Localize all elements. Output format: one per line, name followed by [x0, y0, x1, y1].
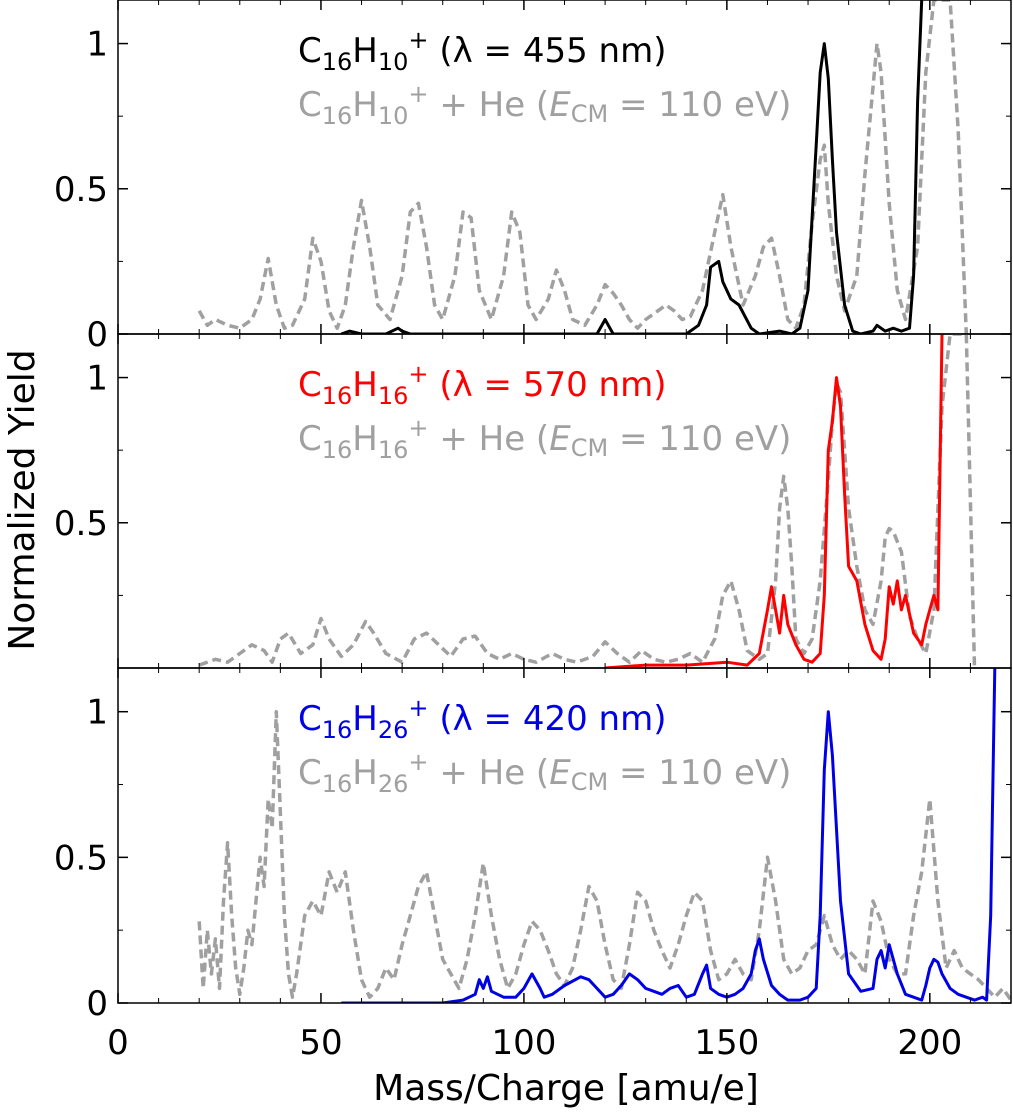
x-tick-label: 150 — [694, 1023, 759, 1063]
legend-entry-collision: C16H10+ + He (ECM = 110 eV) — [298, 80, 791, 130]
y-axis-label: Normalized Yield — [2, 349, 43, 650]
x-tick-label: 50 — [299, 1023, 342, 1063]
y-tick-label: 0.5 — [54, 838, 108, 878]
series-line-photo — [604, 334, 944, 668]
y-tick-label: 0 — [86, 315, 108, 355]
x-tick-label: 100 — [491, 1023, 556, 1063]
panel-top: 0 0.5 1 C16H10+ (λ = 455 nm)C16H10+ + He (E… — [54, 0, 1012, 355]
legend-entry-collision: C16H16+ + He (ECM = 110 eV) — [298, 414, 791, 464]
series-line-collision — [197, 709, 1011, 1002]
legend-entry-photo: C16H16+ (λ = 570 nm) — [298, 360, 666, 410]
panel-bottom: 0 0.5 1 C16H26+ (λ = 420 nm)C16H26+ + He (E… — [54, 667, 1012, 1024]
y-tick-label: 1 — [86, 25, 108, 65]
x-tick-label: 0 — [107, 1023, 129, 1063]
legend-entry-collision: C16H26+ + He (ECM = 110 eV) — [298, 748, 791, 798]
y-tick-label: 0.5 — [54, 504, 108, 544]
x-axis-label: Mass/Charge [amu/e] — [373, 1068, 759, 1109]
y-tick-label: 0 — [86, 984, 108, 1024]
series-line-collision — [197, 0, 969, 334]
y-tick-label: 0.5 — [54, 170, 108, 210]
x-tick-label: 200 — [897, 1023, 962, 1063]
legend-entry-photo: C16H26+ (λ = 420 nm) — [298, 694, 666, 744]
series-line-photo — [340, 0, 924, 334]
series-line-photo — [341, 668, 997, 1003]
legend-entry-photo: C16H10+ (λ = 455 nm) — [298, 26, 666, 76]
y-tick-label: 1 — [86, 693, 108, 733]
panel-middle: 0.5 1 C16H16+ (λ = 570 nm)C16H16+ + He (EC… — [54, 333, 1012, 669]
x-tick-labels: 0 50 100 150 200 — [107, 1023, 962, 1063]
y-tick-label: 1 — [86, 359, 108, 399]
panels: 0 0.5 1 C16H10+ (λ = 455 nm)C16H10+ + He (E… — [54, 0, 1012, 1024]
series-line-collision — [198, 334, 977, 668]
